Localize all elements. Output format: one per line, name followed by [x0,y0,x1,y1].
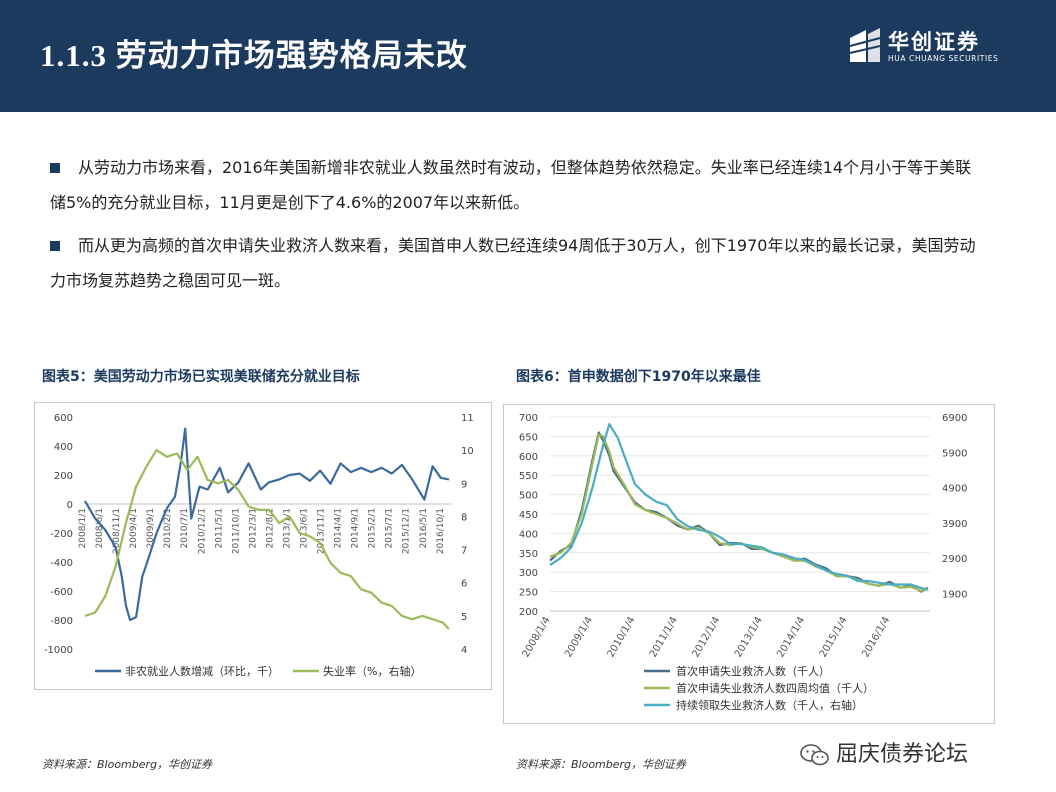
chart5-x-tick: 2014/4/1 [334,508,344,548]
chart5-x-tick: 2013/1/1 [282,508,292,548]
chart6-x-tick: 2015/1/4 [818,615,850,659]
chart6-x-tick: 2010/1/4 [606,615,638,659]
chart6-x-tick: 2013/1/4 [733,615,765,659]
chart5-x-tick: 2009/9/1 [146,508,156,548]
bullet-paragraph-2: 而从更为高频的首次申请失业救济人数来看，美国首申人数已经连续94周低于30万人，… [50,228,985,298]
chart5-y-left-tick: -800 [50,616,73,627]
chart5-x-tick: 2010/2/1 [163,508,173,548]
chart5-svg: 600 400 200 0 -200 -400 -600 -800 -1000 11 10 9 8 7 6 5… [44,413,474,678]
chart6-x-tick: 2012/1/4 [690,615,722,659]
chart5-y-right-tick: 11 [461,413,474,424]
chart6-x-tick: 2008/1/4 [521,615,553,659]
chart6-series-line-1 [549,431,929,593]
chart5-source: 资料来源：Bloomberg，华创证券 [42,758,213,771]
chart5-series-line-2 [84,448,450,630]
chart6-legend-label-1: 首次申请失业救济人数（千人） [676,664,830,678]
chart6-y-left-tick: 500 [519,491,538,502]
bullet-text-2: 而从更为高频的首次申请失业救济人数来看，美国首申人数已经连续94周低于30万人，… [50,236,976,290]
chart5-y-right-tick: 4 [461,645,467,656]
chart5-x-tick: 2008/1/1 [78,508,88,548]
chart6-y-right-tick: 5900 [942,448,967,459]
chart5-x-tick: 2016/5/1 [419,508,429,548]
chart6-svg: 700 650 600 550 500 450 400 350 300 250 200 6900 590… [519,413,968,712]
chart5-x-tick: 2010/7/1 [180,508,190,548]
chart6-x-tick: 2009/1/4 [563,615,595,659]
watermark: 屈庆债券论坛 [800,736,968,768]
chart5-y-left-tick: 600 [54,413,73,424]
wechat-icon [800,744,829,766]
chart6-y-left-tick: 600 [519,452,538,463]
chart5-x-tick: 2010/12/1 [197,508,207,554]
chart6-x-tick: 2011/1/4 [648,615,680,659]
header-bar: 1.1.3 劳动力市场强势格局未改 华创证券 HUA CHUANG SECURI… [0,0,1056,112]
chart5-x-tick: 2011/5/1 [214,508,224,548]
chart5-frame: 600 400 200 0 -200 -400 -600 -800 -1000 11 10 9 8 7 6 5… [34,402,492,690]
chart6-legend-label-2: 首次申请失业救济人数四周均值（千人） [676,681,874,695]
company-logo: 华创证券 HUA CHUANG SECURITIES [846,24,1016,72]
logo-chinese-name: 华创证券 [888,30,980,54]
chart6-y-left-tick: 650 [519,432,538,443]
logo-english-name: HUA CHUANG SECURITIES [888,54,999,63]
chart5-y-left-tick: 0 [67,500,73,511]
chart5-y-right-tick: 8 [461,512,467,523]
chart5-y-left-tick: -1000 [44,645,73,656]
chart5-y-left-tick: 400 [54,442,73,453]
chart5-legend-label-1: 非农就业人数增减（环比，千） [125,664,279,678]
chart6-y-left-tick: 350 [519,549,538,560]
chart5-x-tick: 2013/6/1 [300,508,310,548]
chart5-y-right-tick: 5 [461,612,467,623]
chart5-x-tick: 2009/4/1 [129,508,139,548]
chart5-y-right-tick: 7 [461,546,467,557]
chart5-x-tick: 2015/2/1 [368,508,378,548]
chart6-x-tick: 2016/1/4 [860,615,892,659]
chart5-x-tick: 2016/10/1 [436,508,446,554]
chart6-x-tick: 2014/1/4 [775,615,807,659]
chart5-x-tick: 2012/3/1 [248,508,258,548]
chart5-y-left-tick: -400 [50,558,73,569]
chart5-series-line-1 [84,427,450,622]
chart5-y-left-tick: 200 [54,471,73,482]
chart6-y-left-tick: 400 [519,529,538,540]
bullet-paragraph-1: 从劳动力市场来看，2016年美国新增非农就业人数虽然时有波动，但整体趋势依然稳定… [50,150,985,220]
chart5-legend-label-2: 失业率（%，右轴） [323,664,421,678]
chart6-y-left-tick: 450 [519,510,538,521]
chart5-x-tick: 2008/6/1 [95,508,105,548]
chart6-source: 资料来源：Bloomberg，华创证券 [516,758,687,771]
chart5-x-tick: 2015/12/1 [402,508,412,554]
chart6-frame: 700 650 600 550 500 450 400 350 300 250 200 6900 590… [503,404,995,724]
chart6-y-left-tick: 200 [519,607,538,618]
chart5-x-tick: 2014/9/1 [351,508,361,548]
chart5-x-tick: 2008/11/1 [112,508,122,554]
chart5-y-left-tick: -600 [50,587,73,598]
chart5-x-tick: 2012/8/1 [265,508,275,548]
chart6-y-right-tick: 3900 [942,519,967,530]
chart6-series-line-3 [549,423,929,591]
chart6-y-left-tick: 550 [519,471,538,482]
bullet-square-icon [50,162,60,173]
watermark-text: 屈庆债券论坛 [836,742,969,767]
chart6-y-left-tick: 700 [519,413,538,424]
chart6-y-right-tick: 4900 [942,484,967,495]
chart5-y-left-tick: -200 [50,529,73,540]
chart6-series-line-2 [549,433,929,592]
chart6-legend-label-3: 持续领取失业救济人数（千人，右轴） [676,698,863,712]
chart5-title: 图表5：美国劳动力市场已实现美联储充分就业目标 [42,369,360,385]
page-title: 1.1.3 劳动力市场强势格局未改 [40,38,468,73]
chart6-y-left-tick: 300 [519,568,538,579]
chart5-y-right-tick: 9 [461,479,467,490]
chart6-y-right-tick: 2900 [942,554,967,565]
chart5-x-tick: 2013/11/1 [317,508,327,554]
chart6-y-right-tick: 1900 [942,589,967,600]
logo-mark-icon [849,28,881,62]
bullet-text-1: 从劳动力市场来看，2016年美国新增非农就业人数虽然时有波动，但整体趋势依然稳定… [50,158,972,212]
chart5-x-tick: 2015/7/1 [385,508,395,548]
chart6-title: 图表6：首申数据创下1970年以来最佳 [516,369,761,385]
chart6-y-left-tick: 250 [519,588,538,599]
bullet-square-icon [50,240,60,251]
chart5-y-right-tick: 10 [461,446,474,457]
chart5-y-right-tick: 6 [461,579,467,590]
chart5-x-tick: 2011/10/1 [231,508,241,554]
chart6-y-right-tick: 6900 [942,413,967,424]
